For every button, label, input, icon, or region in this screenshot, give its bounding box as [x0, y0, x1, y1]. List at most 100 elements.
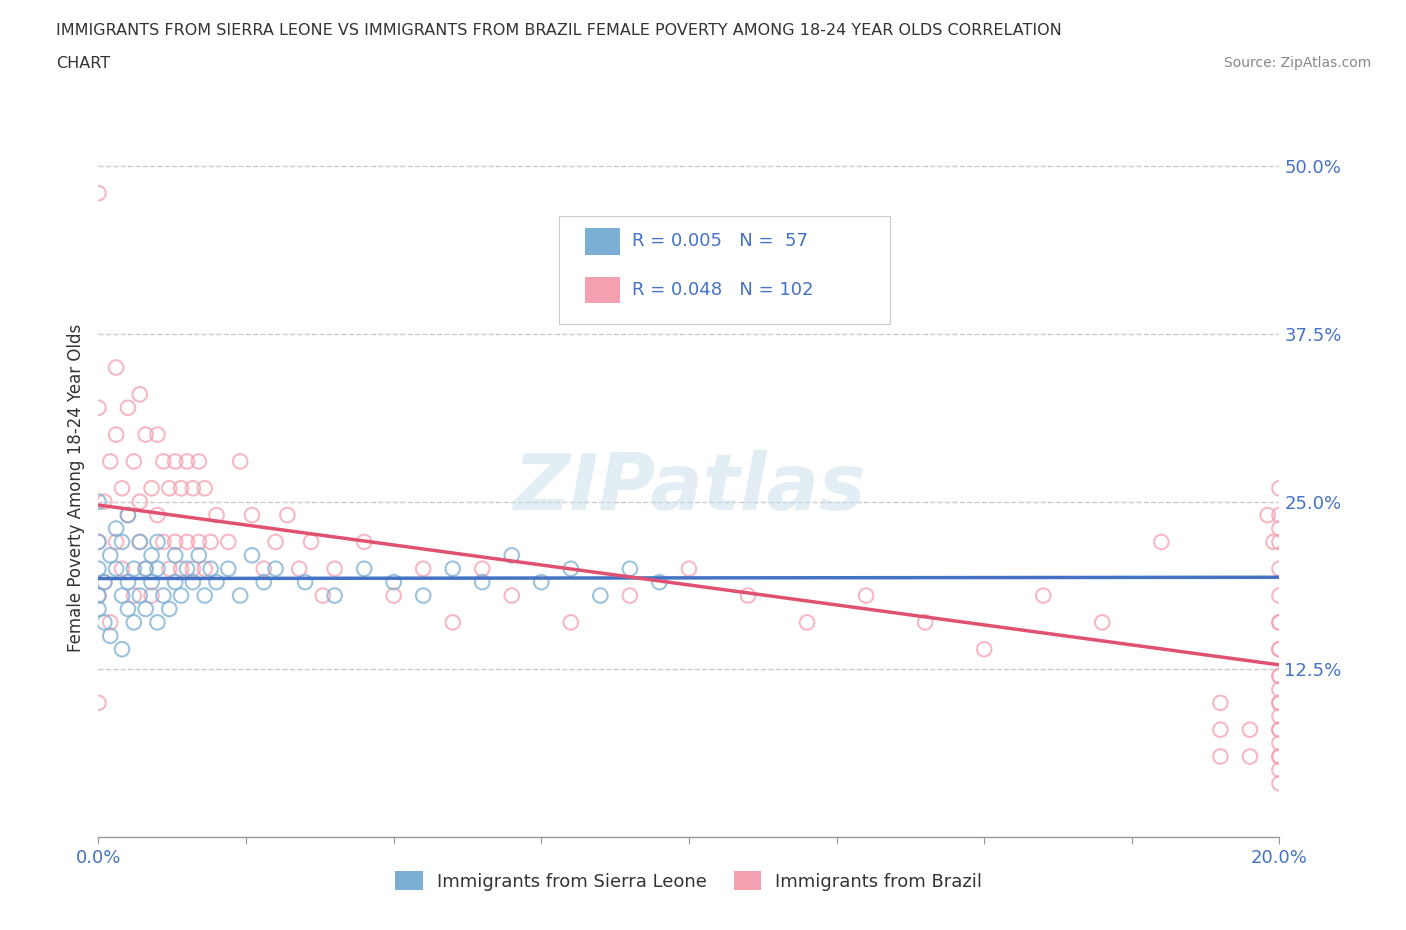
Point — [1032, 588, 1054, 603]
Point — [353, 562, 375, 577]
Point — [353, 535, 375, 550]
Point — [1268, 615, 1291, 630]
Point — [217, 562, 239, 577]
Point — [382, 575, 405, 590]
Point — [135, 427, 157, 442]
Point — [194, 562, 217, 577]
Point — [323, 562, 346, 577]
Point — [98, 629, 121, 644]
Point — [105, 535, 128, 550]
Point — [205, 575, 228, 590]
Point — [141, 481, 163, 496]
Point — [1268, 508, 1291, 523]
Point — [87, 535, 110, 550]
Point — [1239, 723, 1261, 737]
Point — [87, 562, 110, 577]
Point — [152, 535, 174, 550]
Point — [312, 588, 335, 603]
Point — [165, 454, 187, 469]
Point — [560, 562, 582, 577]
Point — [170, 481, 193, 496]
Point — [501, 588, 523, 603]
Point — [122, 454, 145, 469]
Point — [87, 535, 110, 550]
Point — [111, 642, 134, 657]
Point — [1268, 669, 1291, 684]
Point — [117, 400, 139, 415]
Point — [98, 548, 121, 563]
Point — [122, 562, 145, 577]
Point — [128, 588, 150, 603]
Point — [87, 588, 110, 603]
Point — [117, 602, 139, 617]
Point — [1209, 696, 1232, 711]
Point — [117, 508, 139, 523]
Point — [1268, 723, 1291, 737]
Point — [135, 562, 157, 577]
Point — [128, 494, 150, 509]
Point — [98, 615, 121, 630]
Point — [1268, 562, 1291, 577]
Point — [165, 535, 187, 550]
Point — [181, 481, 204, 496]
Text: R = 0.048   N = 102: R = 0.048 N = 102 — [633, 281, 814, 299]
Point — [1268, 763, 1291, 777]
Point — [135, 562, 157, 577]
Point — [441, 615, 464, 630]
FancyBboxPatch shape — [560, 217, 890, 325]
Point — [323, 588, 346, 603]
Point — [128, 535, 150, 550]
Point — [737, 588, 759, 603]
Point — [146, 427, 169, 442]
Point — [87, 696, 110, 711]
Point — [187, 535, 209, 550]
Point — [157, 602, 180, 617]
Point — [1268, 481, 1291, 496]
Point — [648, 575, 671, 590]
Point — [1268, 696, 1291, 711]
Point — [194, 481, 217, 496]
Point — [1268, 749, 1291, 764]
Point — [141, 588, 163, 603]
Text: R = 0.005   N =  57: R = 0.005 N = 57 — [633, 232, 808, 250]
Point — [412, 588, 434, 603]
Text: CHART: CHART — [56, 56, 110, 71]
Point — [146, 562, 169, 577]
Point — [87, 186, 110, 201]
Point — [471, 575, 494, 590]
Point — [264, 562, 287, 577]
Point — [93, 615, 115, 630]
Point — [165, 575, 187, 590]
Text: ZIPatlas: ZIPatlas — [513, 450, 865, 526]
Point — [1209, 749, 1232, 764]
Point — [111, 562, 134, 577]
Point — [229, 454, 252, 469]
Point — [170, 562, 193, 577]
Point — [796, 615, 818, 630]
Point — [229, 588, 252, 603]
Point — [187, 548, 209, 563]
Point — [105, 360, 128, 375]
Point — [441, 562, 464, 577]
Point — [973, 642, 995, 657]
Point — [170, 588, 193, 603]
Point — [87, 400, 110, 415]
Point — [914, 615, 936, 630]
Point — [181, 562, 204, 577]
Point — [128, 535, 150, 550]
Point — [619, 562, 641, 577]
Point — [111, 481, 134, 496]
Point — [122, 588, 145, 603]
Point — [152, 454, 174, 469]
Point — [117, 508, 139, 523]
Point — [471, 562, 494, 577]
Point — [176, 562, 198, 577]
Point — [1268, 588, 1291, 603]
Point — [1268, 642, 1291, 657]
Point — [157, 481, 180, 496]
Point — [1239, 749, 1261, 764]
Point — [382, 588, 405, 603]
Point — [299, 535, 322, 550]
Point — [589, 588, 612, 603]
Point — [1268, 696, 1291, 711]
